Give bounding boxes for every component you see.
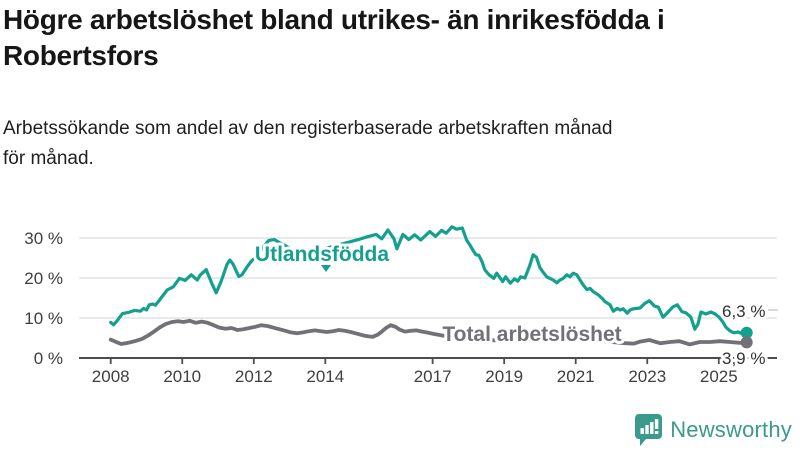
series-line (109, 225, 749, 336)
end-value-utlandsfodda: 6,3 % (722, 302, 765, 321)
logo-wordmark: Newsworthy (670, 416, 792, 442)
y-tick-label: 30 % (24, 229, 63, 248)
bar-chart-speech-bubble-icon (635, 414, 663, 446)
x-tick-label: 2008 (92, 367, 130, 386)
x-tick-label: 2025 (700, 367, 738, 386)
x-tick-label: 2012 (235, 367, 273, 386)
y-tick-label: 20 % (24, 269, 63, 288)
x-tick-label: 2014 (306, 367, 344, 386)
series-end-dot (740, 326, 753, 339)
x-tick-label: 2017 (414, 367, 452, 386)
x-tick-label: 2021 (557, 367, 595, 386)
series-label-utlandsfodda: Utlandsfödda (255, 243, 389, 266)
series-line (108, 318, 749, 347)
series-end-dot (740, 336, 753, 349)
y-tick-label: 10 % (24, 309, 63, 328)
triangle-down-icon (321, 265, 331, 272)
newsworthy-logo: Newsworthy (634, 413, 792, 446)
y-tick-label: 0 % (34, 349, 63, 368)
x-tick-label: 2023 (628, 367, 666, 386)
end-value-total: 3,9 % (722, 349, 765, 368)
chart-subtitle: Arbetssökande som andel av den registerb… (3, 118, 613, 169)
x-tick-label: 2010 (163, 367, 201, 386)
chart-title: Högre arbetslöshet bland utrikes- än inr… (3, 4, 665, 71)
x-tick-label: 2019 (485, 367, 523, 386)
series-label-total: Total arbetslöshet (442, 323, 621, 346)
